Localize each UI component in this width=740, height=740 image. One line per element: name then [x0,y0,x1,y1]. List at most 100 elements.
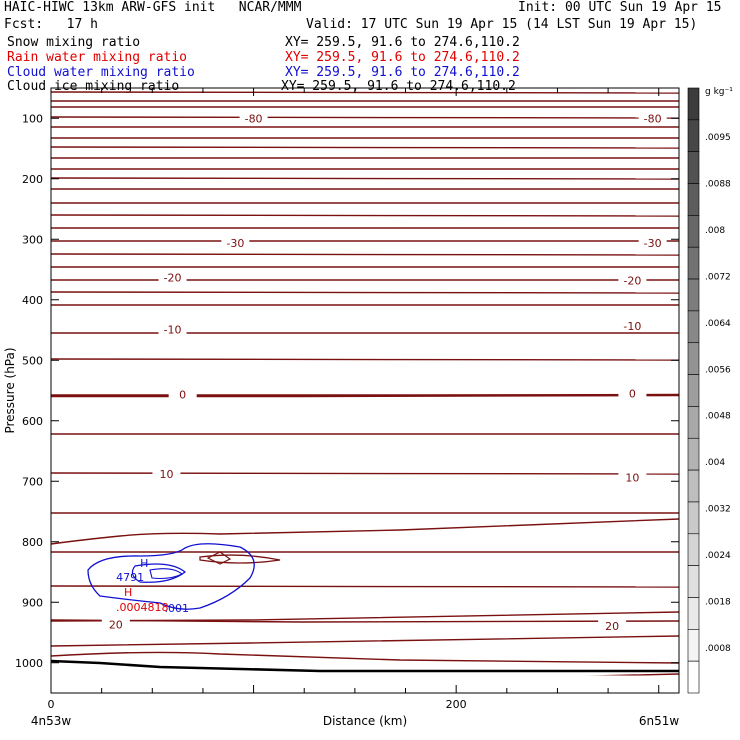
colorbar-label: .0088 [705,179,731,189]
temperature-label-bg [618,273,647,287]
colorbar-label: .0064 [705,319,731,329]
field-xy-snow: XY= 259.5, 91.6 to 274.6,110.2 [285,35,520,50]
isotherm-line [51,253,679,256]
colorbar-label: .0048 [705,412,731,422]
y-tick-label: 100 [22,112,43,125]
isotherm-line [51,472,679,475]
colorbar-label: .0056 [705,365,731,375]
contour-layer [51,91,679,693]
temperature-label: -10 [164,323,182,336]
temperature-label: 0 [629,388,636,401]
isotherm-line [51,91,679,94]
x-tick-label: 0 [48,698,55,711]
cloud-water-contour [87,543,255,610]
cloud-water-max-value: 4791 [116,571,144,584]
colorbar-label: .004 [705,458,725,468]
rain-water-contour [206,551,232,565]
isotherm-line [51,651,679,664]
temperature-label: -30 [226,237,244,250]
field-xy-cloud-ice: XY= 259.5, 91.6 to 274.6,110.2 [281,79,516,94]
temperature-label: -10 [623,320,641,333]
field-name-snow: Snow mixing ratio [7,35,141,50]
cloud-water-contour [149,568,184,580]
y-tick-label: 700 [22,475,43,488]
temperature-label-bg [158,322,187,336]
temperature-label-bg [638,111,667,125]
colorbar-segment [687,246,700,280]
field-name-rain: Rain water mixing ratio [7,50,188,65]
colorbar-segment [687,660,700,694]
colorbar-label: .0095 [705,133,731,143]
rain-water-max-value: .0004818 [116,601,169,614]
field-name-cloud-ice: Cloud ice mixing ratio [7,79,180,94]
temperature-label-bg [618,318,647,332]
field-xy-cloud-water: XY= 259.5, 91.6 to 274.6,110.2 [285,65,520,80]
colorbar-segment [687,629,700,662]
colorbar-label: .0018 [705,598,731,608]
cloud-water-max-marker: H [140,557,148,570]
x-axis-label: Distance (km) [323,714,407,728]
temperature-label-bg [239,111,268,125]
y-tick-label: 200 [22,173,43,186]
rain-water-max-marker: H [124,586,132,599]
temperature-label-bg [618,386,647,400]
temperature-label-bg [221,235,250,249]
colorbar-segment [687,469,700,503]
isotherm-line [51,619,679,623]
temperature-label: -80 [644,112,662,125]
isotherm-line [51,177,679,180]
y-tick-label: 500 [22,354,43,367]
isotherm-line [51,291,679,294]
colorbar-segment [687,597,700,630]
isotherm-line [51,358,679,361]
colorbar-unit: g kg⁻¹ [705,87,733,97]
colorbar-segment [687,501,700,535]
cloud-water-contour [131,563,186,583]
isotherm-line [51,518,679,545]
colorbar-segment [687,151,700,184]
temperature-label: -20 [623,274,641,287]
x-start-location-label: 4n53w [31,714,72,728]
field-xy-rain: XY= 259.5, 91.6 to 274.6,110.2 [285,50,520,65]
plot-frame [50,87,680,694]
y-tick-label: 300 [22,233,43,246]
valid-time: Valid: 17 UTC Sun 19 Apr 15 (14 LST Sun … [306,17,698,32]
temperature-label: 10 [159,468,173,481]
isotherm-line [51,146,679,149]
y-tick-label: 800 [22,536,43,549]
colorbar-segment [687,215,700,248]
model-title: HAIC-HIWC 13km ARW-GFS init NCAR/MMM [4,0,302,15]
temperature-label: -20 [164,271,182,284]
temperature-label: -80 [245,112,263,125]
colorbar-segment [687,183,700,216]
colorbar-segment [687,533,700,566]
x-end-location-label: 6n51w [639,714,680,728]
temperature-label-bg [152,466,181,480]
init-time: Init: 00 UTC Sun 19 Apr 15 [518,0,722,15]
isotherm-line [51,635,679,647]
colorbar-label: .0032 [705,505,731,515]
temperature-label-bg [618,470,647,484]
temperature-label: 0 [179,389,186,402]
temperature-label-bg [158,270,187,284]
colorbar-segment [687,342,700,375]
y-tick-label: 900 [22,596,43,609]
colorbar-segment [687,565,700,598]
temperature-label-bg [638,235,667,249]
temperature-label: 20 [605,620,619,633]
forecast-hour: Fcst: 17 h [4,17,98,32]
x-tick-label: 200 [446,698,467,711]
isotherm-zero-line [51,393,679,398]
field-name-cloud-water: Cloud water mixing ratio [7,65,195,80]
colorbar-label: .0072 [705,272,731,282]
colorbar-segment [687,278,700,312]
temperature-label: -30 [644,237,662,250]
colorbar-segment [687,406,700,439]
colorbar-segment [687,374,700,407]
colorbar-label: .0008 [705,644,731,654]
temperature-label-bg [598,618,627,632]
cloud-water-contour-label: .001 [165,602,190,615]
colorbar-segment [687,119,700,152]
